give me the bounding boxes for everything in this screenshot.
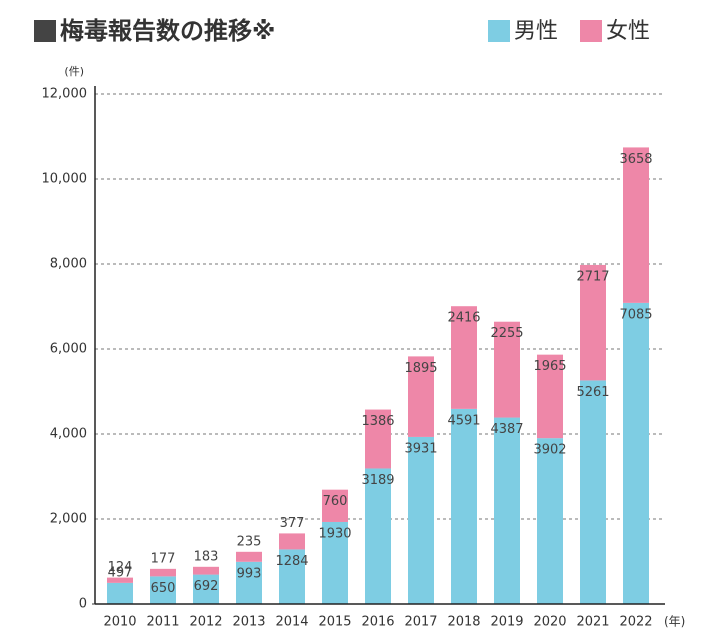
value-label: 650: [151, 581, 176, 596]
bar-segment: [322, 489, 348, 522]
x-tick-label: 2014: [275, 615, 308, 630]
x-tick-label: 2017: [404, 615, 437, 630]
value-label: 4387: [490, 422, 523, 437]
chart-title: 梅毒報告数の推移※: [60, 17, 275, 45]
value-label: 235: [237, 534, 262, 549]
bar-segment: [279, 533, 305, 550]
legend-label: 男性: [514, 19, 558, 44]
bar-segment: [451, 408, 477, 604]
title-marker: [34, 20, 56, 42]
x-tick-label: 2021: [576, 615, 609, 630]
x-tick-label: 2016: [361, 615, 394, 630]
bar-segment: [408, 356, 434, 437]
y-unit: (件): [64, 65, 84, 78]
value-label: 993: [237, 566, 262, 581]
x-tick-label: 2012: [189, 615, 222, 630]
value-label: 1965: [533, 359, 566, 374]
bar-segment: [580, 264, 606, 381]
y-tick-label: 10,000: [42, 172, 88, 187]
value-label: 7085: [619, 307, 652, 322]
y-tick-label: 8,000: [50, 257, 87, 272]
bar-segment: [451, 306, 477, 409]
bar-segment: [193, 574, 219, 604]
x-tick-label: 2018: [447, 615, 480, 630]
value-label: 3902: [533, 443, 566, 458]
legend-swatch: [580, 20, 602, 42]
value-label: 497: [108, 565, 133, 580]
bar-segment: [580, 380, 606, 604]
value-label: 124: [108, 560, 133, 575]
x-tick-label: 2020: [533, 615, 566, 630]
value-label: 1895: [404, 361, 437, 376]
legend-label: 女性: [606, 19, 650, 44]
bar-segment: [537, 354, 563, 439]
y-tick-label: 6,000: [50, 342, 87, 357]
value-label: 1386: [361, 414, 394, 429]
y-tick-label: 0: [79, 597, 87, 612]
legend-swatch: [488, 20, 510, 42]
x-tick-label: 2022: [619, 615, 652, 630]
bar-segment: [408, 436, 434, 604]
bar-segment: [365, 409, 391, 469]
bar-segment: [623, 147, 649, 303]
value-label: 3931: [404, 441, 437, 456]
x-tick-label: 2011: [146, 615, 179, 630]
value-label: 2416: [447, 311, 480, 326]
value-label: 692: [194, 579, 219, 594]
x-tick-label: 2010: [103, 615, 136, 630]
x-tick-label: 2013: [232, 615, 265, 630]
y-tick-label: 12,000: [42, 87, 88, 102]
value-label: 760: [323, 494, 348, 509]
y-tick-label: 2,000: [50, 512, 87, 527]
value-label: 1284: [275, 554, 308, 569]
bar-segment: [107, 577, 133, 583]
bar-segment: [623, 302, 649, 604]
bar-segment: [279, 549, 305, 604]
value-label: 2255: [490, 326, 523, 341]
bar-segment: [193, 566, 219, 575]
bar-segment: [537, 438, 563, 604]
bar-segment: [107, 582, 133, 604]
bar-segment: [236, 551, 262, 562]
bar-segment: [150, 568, 176, 577]
bar-segment: [322, 521, 348, 604]
bar-segment: [494, 417, 520, 604]
value-label: 1930: [318, 526, 351, 541]
x-tick-label: 2015: [318, 615, 351, 630]
value-label: 177: [151, 551, 176, 566]
value-label: 2717: [576, 269, 609, 284]
y-tick-label: 4,000: [50, 427, 87, 442]
value-label: 4591: [447, 413, 480, 428]
bar-segment: [150, 576, 176, 604]
bar-segment: [236, 561, 262, 604]
value-label: 3189: [361, 473, 394, 488]
x-tick-label: 2019: [490, 615, 523, 630]
x-unit: (年): [664, 615, 685, 629]
bar-segment: [494, 321, 520, 418]
bar-segment: [365, 468, 391, 604]
value-label: 3658: [619, 152, 652, 167]
value-label: 377: [280, 516, 305, 531]
value-label: 5261: [576, 385, 609, 400]
value-label: 183: [194, 549, 219, 564]
